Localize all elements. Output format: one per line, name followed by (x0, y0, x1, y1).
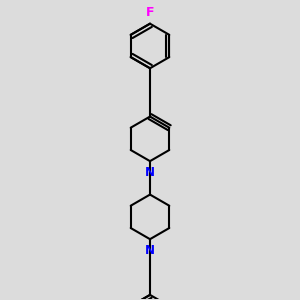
Text: N: N (145, 166, 155, 179)
Text: F: F (146, 6, 154, 19)
Text: N: N (145, 244, 155, 257)
